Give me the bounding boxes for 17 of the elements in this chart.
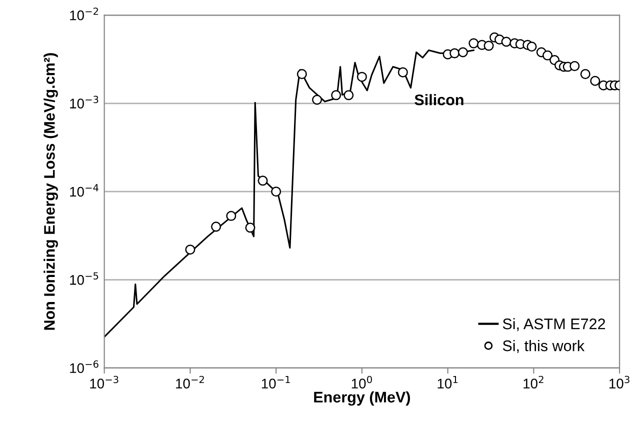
- y-tick-label: 10$^{−5}$: [70, 272, 98, 285]
- y-tick-label: 10$^{−4}$: [70, 184, 98, 197]
- x-tick-label: 10$^{3}$: [609, 376, 630, 388]
- legend-label: Si, ASTM E722: [502, 318, 606, 332]
- x-tick-label: 10$^{0}$: [352, 376, 372, 388]
- y-tick-label: 10$^{−3}$: [70, 96, 98, 108]
- x-tick-label: 10$^{−3}$: [90, 376, 118, 388]
- x-tick-label: 10$^{2}$: [524, 376, 544, 388]
- x-axis-title: Energy (MeV): [314, 391, 410, 406]
- x-tick-label: 10$^{1}$: [438, 376, 458, 389]
- annotation: Silicon: [414, 94, 464, 106]
- y-tick-label: 10$^{−2}$: [70, 8, 98, 20]
- y-axis-title: Non Ionizing Energy Loss (MeV/g.cm²): [44, 53, 58, 330]
- x-tick-label: 10$^{−1}$: [262, 376, 290, 389]
- x-tick-label: 10$^{−2}$: [176, 376, 204, 388]
- legend-label: Si, this work: [502, 340, 585, 354]
- y-tick-label: 10$^{−6}$: [70, 360, 98, 374]
